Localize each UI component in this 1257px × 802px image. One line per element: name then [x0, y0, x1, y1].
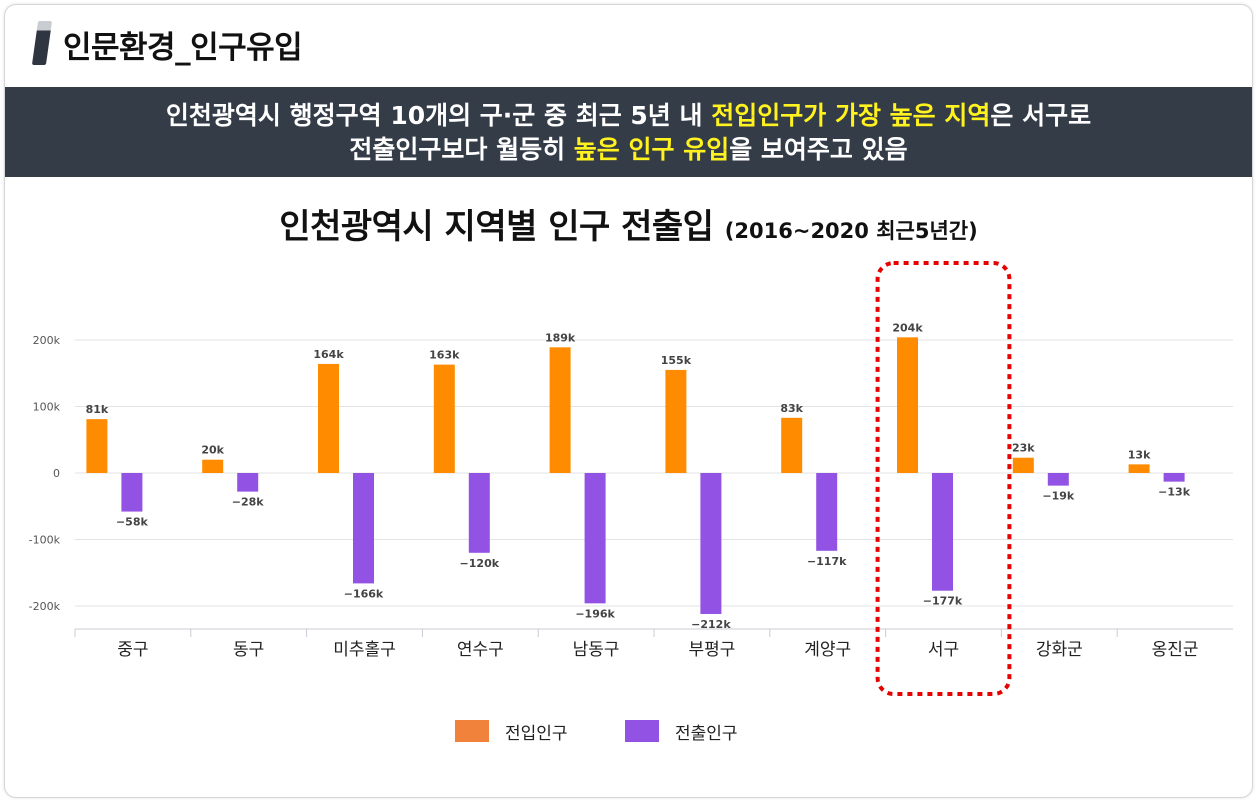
legend-swatch-outflow — [625, 720, 659, 742]
outflow-bar — [237, 473, 259, 492]
x-tick-label: 미추홀구 — [333, 640, 396, 660]
outflow-bar — [1163, 473, 1185, 482]
legend-label-inflow: 전입인구 — [505, 724, 568, 744]
banner-text: 을 보여주고 있음 — [729, 135, 908, 164]
y-tick-label: -100k — [29, 534, 61, 547]
outflow-data-label: −58k — [116, 516, 149, 529]
banner-highlight: 전입인구가 가장 높은 지역 — [711, 101, 991, 130]
title-bar: 인문환경_인구유입 — [5, 5, 1252, 87]
outflow-bar — [121, 473, 143, 512]
outflow-data-label: −28k — [232, 496, 265, 509]
outflow-data-label: −212k — [691, 618, 731, 631]
outflow-bar — [1047, 473, 1069, 486]
inflow-bar — [1128, 464, 1150, 473]
banner-highlight: 높은 인구 유입 — [573, 135, 730, 164]
legend-swatch-inflow — [455, 720, 489, 742]
inflow-data-label: 164k — [313, 348, 344, 361]
y-tick-label: 100k — [33, 401, 61, 414]
outflow-bar — [353, 473, 374, 584]
chart-title: 인천광역시 지역별 인구 전출입 (2016~2020 최근5년간) — [5, 199, 1252, 248]
x-tick-label: 동구 — [233, 640, 264, 660]
inflow-bar — [318, 363, 339, 473]
x-tick-label: 옹진군 — [1152, 640, 1199, 660]
inflow-data-label: 189k — [545, 331, 576, 344]
outflow-data-label: −177k — [923, 595, 963, 608]
outflow-data-label: −120k — [460, 557, 500, 570]
banner-text: 은 서구로 — [990, 101, 1092, 130]
outflow-bar — [700, 473, 722, 614]
slide-card: 인문환경_인구유입 인천광역시 행정구역 10개의 구·군 중 최근 5년 내 … — [4, 4, 1253, 798]
page-title: 인문환경_인구유입 — [63, 30, 303, 66]
inflow-bar — [202, 459, 224, 473]
x-tick-label: 강화군 — [1036, 640, 1083, 660]
inflow-data-label: 163k — [429, 349, 460, 362]
inflow-bar — [433, 364, 455, 473]
inflow-bar — [781, 417, 803, 473]
outflow-bar — [584, 473, 606, 604]
outflow-data-label: −166k — [344, 587, 384, 600]
banner-line-2: 전출인구보다 월등히 높은 인구 유입을 보여주고 있음 — [5, 133, 1252, 167]
inflow-data-label: 81k — [86, 403, 109, 416]
chart-subtitle: (2016~2020 최근5년간) — [724, 219, 978, 243]
legend-label-outflow: 전출인구 — [675, 724, 738, 744]
banner-line-1: 인천광역시 행정구역 10개의 구·군 중 최근 5년 내 전입인구가 가장 높… — [5, 87, 1252, 133]
inflow-bar — [549, 347, 571, 473]
x-tick-label: 남동구 — [573, 640, 620, 660]
banner-text: 전출인구보다 월등히 — [349, 135, 574, 164]
outflow-data-label: −19k — [1042, 490, 1075, 503]
inflow-data-label: 83k — [780, 402, 803, 415]
inflow-data-label: 155k — [661, 354, 692, 367]
summary-banner: 인천광역시 행정구역 10개의 구·군 중 최근 5년 내 전입인구가 가장 높… — [5, 87, 1252, 177]
inflow-data-label: 204k — [892, 321, 923, 334]
outflow-data-label: −196k — [575, 607, 615, 620]
x-tick-label: 계양구 — [804, 640, 851, 660]
outflow-bar — [468, 473, 490, 553]
inflow-bar — [897, 337, 918, 473]
outflow-bar — [932, 473, 953, 591]
inflow-bar — [665, 369, 687, 473]
outflow-bar — [816, 473, 838, 551]
y-tick-label: -200k — [29, 600, 61, 613]
chart-title-text: 인천광역시 지역별 인구 전출입 — [279, 207, 714, 247]
inflow-data-label: 20k — [201, 444, 224, 457]
inflow-bar — [86, 419, 108, 473]
x-tick-label: 서구 — [928, 640, 959, 660]
outflow-data-label: −117k — [807, 555, 847, 568]
outflow-data-label: −13k — [1158, 486, 1191, 499]
y-tick-label: 200k — [33, 334, 61, 347]
x-tick-label: 연수구 — [457, 640, 504, 660]
x-tick-label: 부평구 — [688, 640, 735, 660]
inflow-data-label: 23k — [1012, 442, 1035, 455]
inflow-bar — [1012, 457, 1034, 473]
highlight-box — [875, 261, 1012, 696]
y-tick-label: 0 — [53, 467, 60, 480]
banner-text: 인천광역시 행정구역 10개의 구·군 중 최근 5년 내 — [165, 101, 712, 130]
chart-legend: 전입인구 전출인구 — [455, 716, 815, 746]
x-tick-label: 중구 — [117, 640, 148, 660]
inflow-data-label: 13k — [1128, 448, 1151, 461]
